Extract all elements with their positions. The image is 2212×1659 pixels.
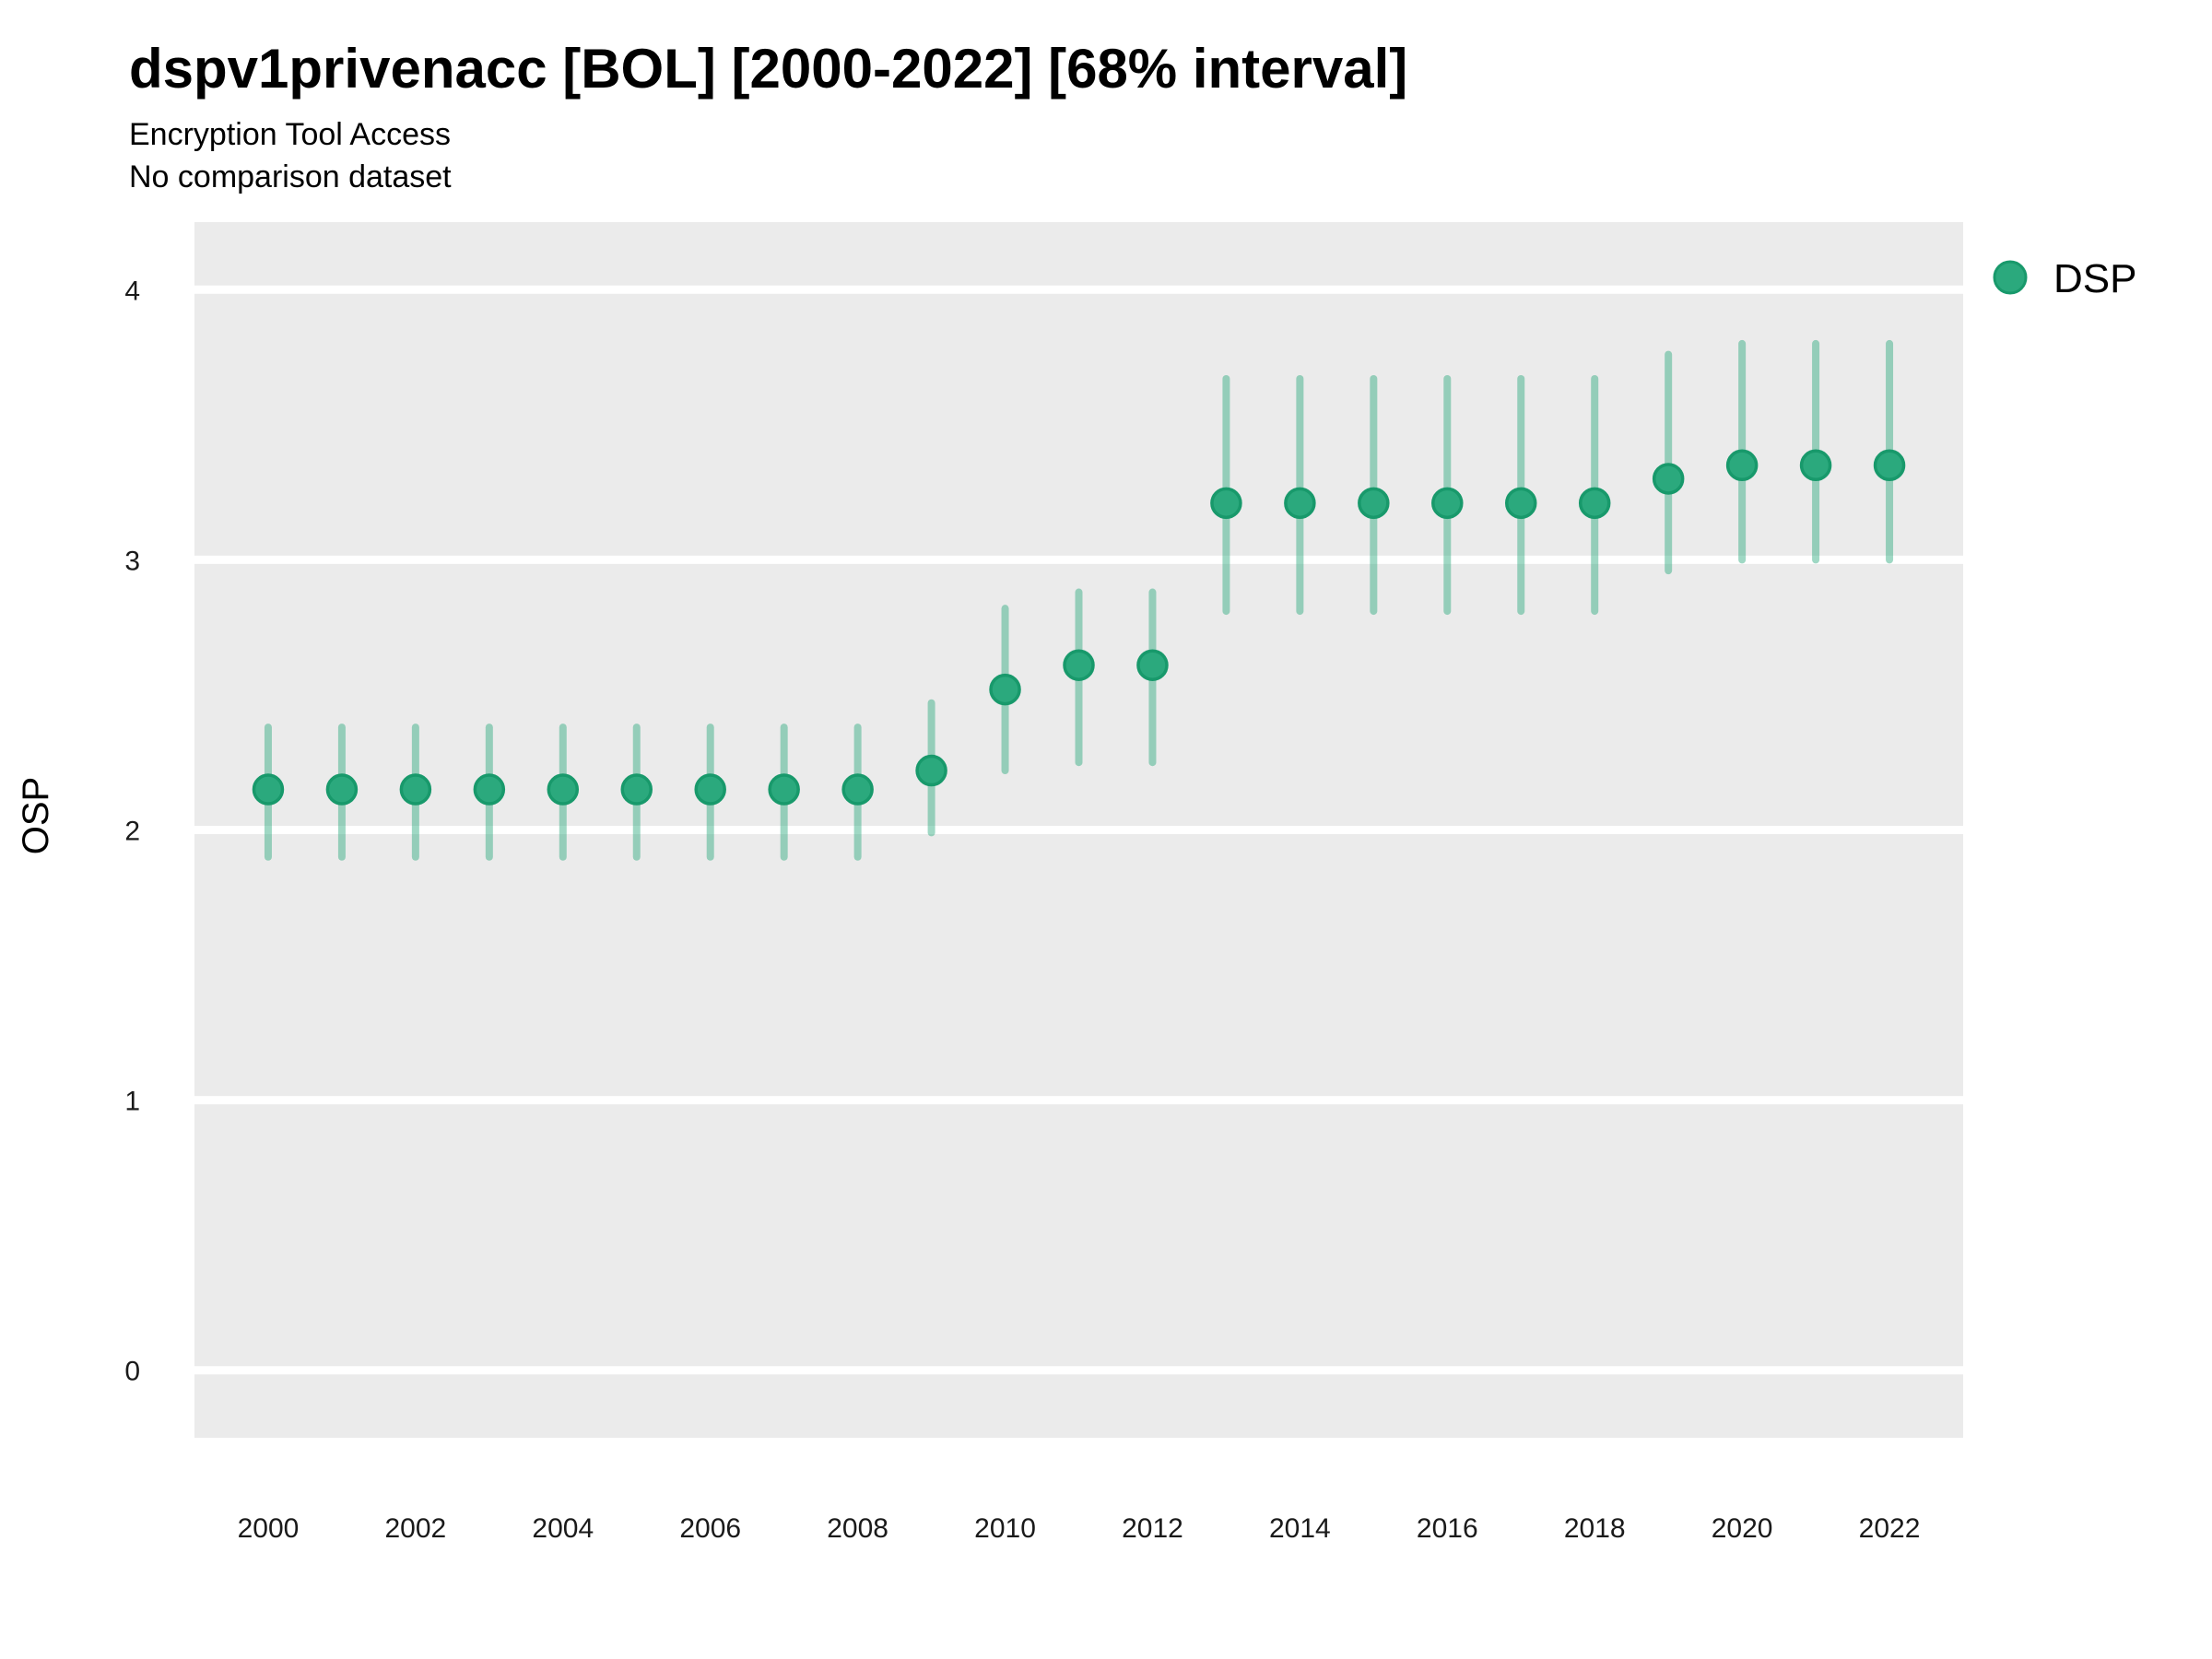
y-axis-tick-labels: 0 1 2 3 4 [124,276,140,1386]
gridlines-layer [194,285,1963,1375]
x-tick-label: 2014 [1269,1513,1331,1544]
y-axis-title: OSP [16,777,56,854]
x-tick-label: 2016 [1417,1513,1478,1544]
y-tick-label: 3 [124,546,140,576]
data-point [1505,487,1537,520]
data-point [1873,449,1906,482]
data-points-layer [252,449,1906,806]
data-point [1578,487,1611,520]
data-point [252,773,285,806]
data-point [325,773,359,806]
x-tick-label: 2010 [974,1513,1036,1544]
data-point [841,773,874,806]
data-point [1652,463,1685,495]
data-point [1063,649,1095,681]
x-tick-label: 2002 [385,1513,447,1544]
data-point [1210,487,1242,520]
data-point [1358,487,1390,520]
y-tick-label: 0 [124,1357,140,1387]
data-point [1136,649,1169,681]
x-tick-label: 2004 [532,1513,594,1544]
data-point [989,673,1021,706]
data-point [399,773,432,806]
data-point [1725,449,1759,482]
x-tick-label: 2008 [827,1513,888,1544]
y-tick-label: 1 [124,1087,140,1117]
chart-title: dspv1privenacc [BOL] [2000-2022] [68% in… [129,38,1407,100]
legend-marker-icon [1993,260,2028,295]
x-tick-label: 2020 [1712,1513,1773,1544]
x-tick-label: 2018 [1564,1513,1626,1544]
data-point [1284,487,1316,520]
data-point [547,773,580,806]
data-point [620,773,653,806]
x-tick-label: 2012 [1122,1513,1183,1544]
x-axis-tick-labels: 2000 2002 2004 2006 2008 2010 2012 2014 2016 2018… [238,1513,1921,1544]
chart-note: No comparison dataset [129,159,452,194]
legend: DSP [1993,256,2136,301]
data-point [915,754,947,787]
data-point [1431,487,1464,520]
data-point [694,773,726,806]
data-point [768,773,800,806]
x-tick-label: 2022 [1859,1513,1921,1544]
x-tick-label: 2006 [679,1513,741,1544]
data-point [1799,449,1832,482]
chart-subtitle: Encryption Tool Access [129,117,451,152]
y-tick-label: 4 [124,276,140,306]
legend-label: DSP [2053,256,2136,301]
y-tick-label: 2 [124,817,140,847]
x-tick-label: 2000 [238,1513,300,1544]
data-point [473,773,506,806]
